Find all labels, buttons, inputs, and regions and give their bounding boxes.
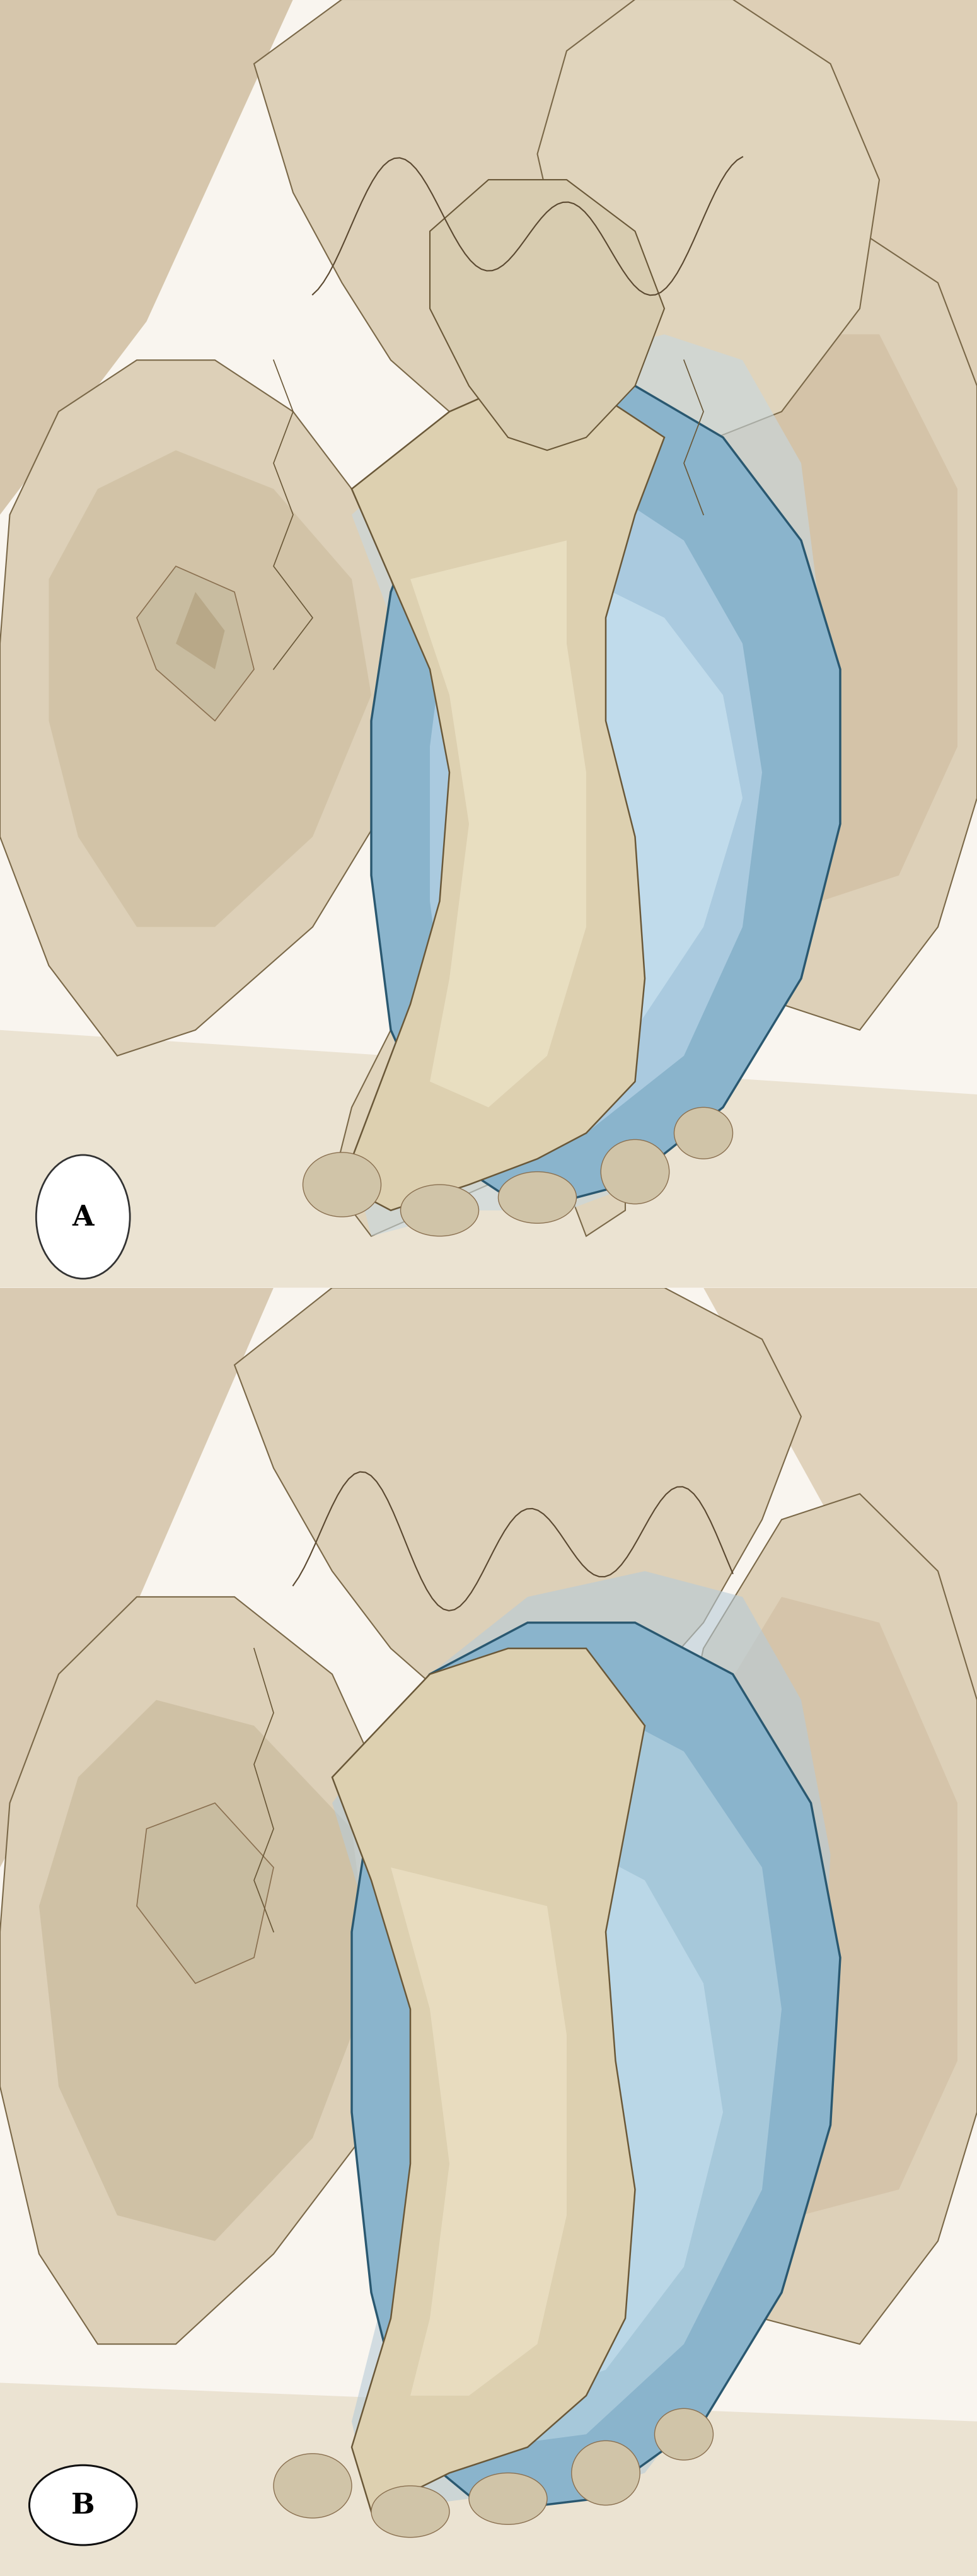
- Polygon shape: [537, 0, 879, 451]
- Polygon shape: [371, 386, 840, 1211]
- Polygon shape: [391, 1868, 567, 2396]
- Polygon shape: [0, 0, 977, 1288]
- Polygon shape: [469, 1829, 723, 2396]
- Ellipse shape: [601, 1139, 669, 1203]
- Polygon shape: [352, 335, 821, 1236]
- Ellipse shape: [655, 2409, 713, 2460]
- Polygon shape: [0, 1597, 410, 2344]
- Ellipse shape: [572, 2442, 640, 2504]
- Text: A: A: [72, 1203, 94, 1231]
- Polygon shape: [0, 361, 410, 1056]
- Polygon shape: [254, 0, 801, 438]
- Ellipse shape: [274, 2452, 352, 2519]
- Polygon shape: [137, 1803, 274, 1984]
- Ellipse shape: [303, 1154, 381, 1218]
- Polygon shape: [0, 1288, 977, 2576]
- Polygon shape: [684, 1597, 957, 2215]
- Polygon shape: [342, 386, 664, 1211]
- Polygon shape: [430, 489, 762, 1133]
- Polygon shape: [0, 1288, 274, 1868]
- Polygon shape: [0, 1288, 977, 2576]
- Polygon shape: [234, 1288, 801, 1726]
- Polygon shape: [176, 592, 225, 670]
- Polygon shape: [430, 180, 664, 451]
- Polygon shape: [0, 2383, 977, 2576]
- Text: B: B: [71, 2491, 95, 2519]
- Circle shape: [36, 1154, 130, 1278]
- Ellipse shape: [401, 1185, 479, 1236]
- Polygon shape: [664, 1494, 977, 2344]
- Ellipse shape: [371, 2486, 449, 2537]
- Polygon shape: [410, 541, 586, 1108]
- Polygon shape: [684, 0, 977, 451]
- Polygon shape: [332, 1649, 645, 2512]
- Ellipse shape: [674, 1108, 733, 1159]
- Polygon shape: [684, 335, 957, 902]
- Polygon shape: [410, 1700, 782, 2447]
- Polygon shape: [332, 1571, 830, 2512]
- Polygon shape: [664, 232, 977, 1030]
- Polygon shape: [508, 580, 743, 1056]
- Polygon shape: [0, 0, 977, 1288]
- Polygon shape: [49, 451, 371, 927]
- Polygon shape: [352, 1623, 840, 2512]
- Ellipse shape: [498, 1172, 576, 1224]
- Polygon shape: [0, 0, 293, 515]
- Polygon shape: [39, 1700, 371, 2241]
- Polygon shape: [0, 1030, 977, 1288]
- Polygon shape: [703, 1288, 977, 1803]
- Ellipse shape: [29, 2465, 137, 2545]
- Polygon shape: [137, 567, 254, 721]
- Ellipse shape: [469, 2473, 547, 2524]
- Polygon shape: [332, 464, 664, 1236]
- Polygon shape: [410, 580, 567, 1133]
